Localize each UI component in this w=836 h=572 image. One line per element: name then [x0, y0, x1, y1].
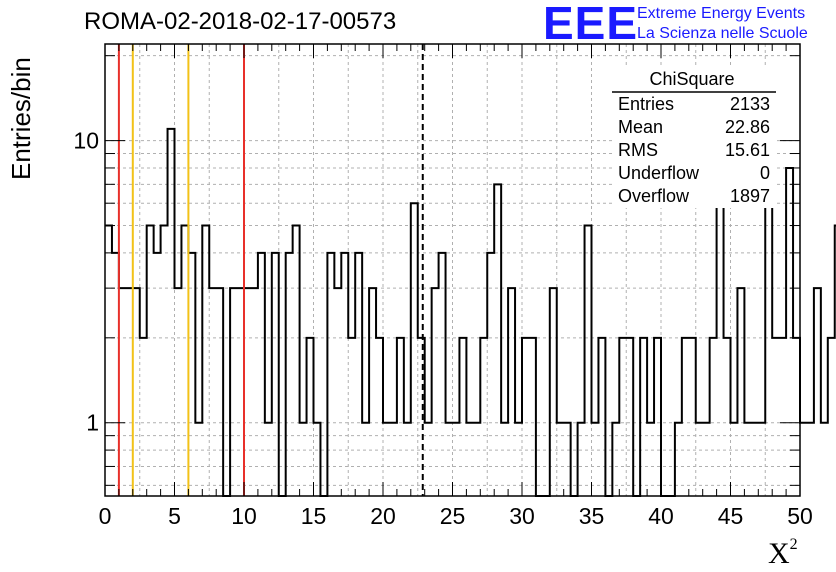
- eee-logo: EEE: [543, 0, 639, 49]
- x-tick-label: 10: [231, 503, 257, 529]
- x-tick-label: 40: [648, 503, 674, 529]
- x-axis-label: X2: [768, 536, 798, 571]
- stats-row-value: 15.61: [725, 140, 770, 160]
- stats-row-label: Underflow: [618, 163, 700, 183]
- x-axis-label-base: X: [768, 537, 790, 570]
- x-tick-label: 30: [509, 503, 535, 529]
- y-axis-label: Entries/bin: [6, 57, 36, 180]
- stats-row-label: Entries: [618, 94, 674, 114]
- x-tick-label: 5: [168, 503, 181, 529]
- y-tick-label: 1: [86, 410, 99, 436]
- x-tick-label: 50: [787, 503, 813, 529]
- plot-title: ROMA-02-2018-02-17-00573: [84, 8, 397, 35]
- x-tick-label: 45: [718, 503, 744, 529]
- histogram-series: [105, 127, 836, 497]
- axis-ticks: 0 5 10 15 20 25 30 35 40 45 50 1 10: [73, 44, 813, 529]
- stats-row-label: Mean: [618, 117, 663, 137]
- stats-row-value: 1897: [730, 186, 770, 206]
- x-tick-label: 15: [301, 503, 327, 529]
- x-tick-label: 35: [579, 503, 605, 529]
- x-tick-label: 20: [370, 503, 396, 529]
- stats-row-label: RMS: [618, 140, 658, 160]
- logo-caption-line1: Extreme Energy Events: [637, 5, 806, 22]
- x-tick-label: 0: [99, 503, 112, 529]
- stats-box: ChiSquare Entries 2133 Mean 22.86 RMS 15.61 Und…: [612, 68, 776, 208]
- stats-row-label: Overflow: [618, 186, 690, 206]
- logo-caption: Extreme Energy Events La Scienza nelle S…: [637, 4, 808, 44]
- logo-caption-line2: La Scienza nelle Scuole: [637, 25, 808, 42]
- histogram-line: [105, 127, 836, 497]
- stats-box-name: ChiSquare: [649, 69, 734, 89]
- stats-row-value: 22.86: [725, 117, 770, 137]
- x-tick-label: 25: [440, 503, 466, 529]
- stats-row-value: 0: [760, 163, 770, 183]
- marker-lines: [117, 44, 424, 496]
- stats-row-value: 2133: [730, 94, 770, 114]
- x-axis-label-superscript: 2: [789, 536, 798, 553]
- y-tick-label: 10: [73, 128, 99, 154]
